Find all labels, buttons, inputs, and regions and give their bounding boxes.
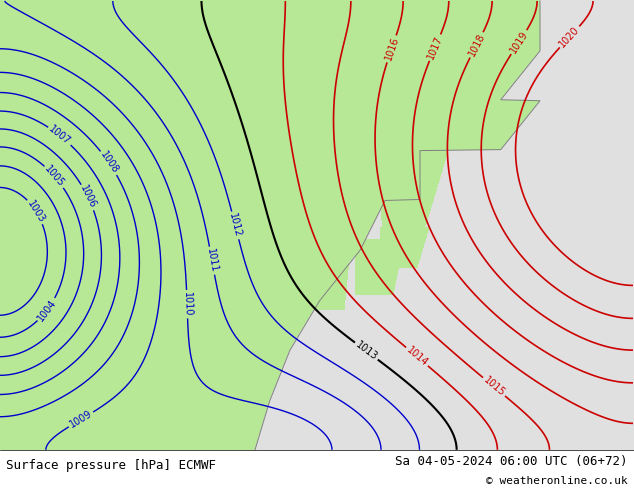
Text: © weatheronline.co.uk: © weatheronline.co.uk: [486, 476, 628, 486]
Text: 1011: 1011: [205, 248, 219, 273]
Text: 1019: 1019: [508, 29, 530, 55]
Text: 1009: 1009: [68, 409, 94, 430]
Text: 1018: 1018: [467, 32, 487, 58]
Text: 1016: 1016: [383, 36, 400, 62]
Text: 1013: 1013: [354, 340, 379, 363]
Text: 1007: 1007: [47, 124, 72, 147]
Text: 1010: 1010: [182, 292, 193, 317]
Text: 1014: 1014: [404, 345, 430, 368]
Text: 1012: 1012: [228, 212, 243, 239]
Text: 1005: 1005: [42, 164, 67, 189]
Text: 1008: 1008: [98, 150, 120, 176]
Text: 1017: 1017: [425, 34, 444, 61]
Text: Surface pressure [hPa] ECMWF: Surface pressure [hPa] ECMWF: [6, 460, 216, 472]
Text: 1006: 1006: [78, 184, 98, 210]
Text: 1015: 1015: [481, 375, 507, 398]
Text: 1004: 1004: [36, 297, 58, 323]
Text: 1020: 1020: [557, 24, 581, 49]
Text: 1003: 1003: [25, 198, 47, 224]
Text: Sa 04-05-2024 06:00 UTC (06+72): Sa 04-05-2024 06:00 UTC (06+72): [395, 455, 628, 467]
